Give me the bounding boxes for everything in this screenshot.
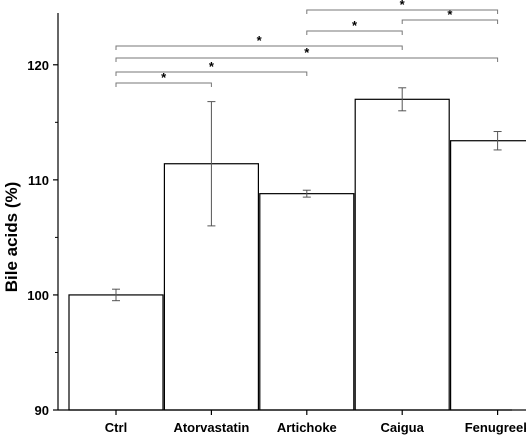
significance-bracket	[306, 30, 403, 35]
y-tick-label: 90	[35, 403, 49, 418]
significance-bracket	[306, 9, 499, 14]
y-axis-label: Bile acids (%)	[2, 182, 21, 293]
bar-ctrl	[68, 294, 164, 411]
significance-star: *	[209, 59, 215, 74]
significance-bracket	[115, 45, 403, 50]
significance-star: *	[304, 45, 310, 60]
significance-bracket	[115, 82, 212, 87]
y-tick-label: 110	[28, 173, 49, 188]
error-bars-group	[112, 87, 502, 302]
y-tick-label: 100	[27, 288, 49, 303]
x-tick-label: Fenugreek	[465, 420, 526, 435]
significance-bracket	[115, 71, 308, 76]
x-ticks-group: Ctrl Atorvastatin Artichoke Caigua Fenugreek	[105, 410, 526, 435]
significance-star: *	[447, 7, 453, 22]
x-tick-label: Artichoke	[277, 420, 337, 435]
significance-star: *	[257, 33, 263, 48]
bars-group	[68, 98, 526, 411]
significance-star: *	[161, 70, 167, 85]
bar-fenugreek	[450, 140, 526, 411]
significance-star: *	[352, 18, 358, 33]
y-tick-label: 120	[27, 58, 49, 73]
bar-artichoke	[259, 193, 355, 411]
y-ticks-group: 90 100 110 120	[27, 58, 58, 418]
x-tick-label: Caigua	[381, 420, 425, 435]
significance-bracket	[115, 57, 499, 62]
x-tick-label: Ctrl	[105, 420, 127, 435]
significance-bracket	[401, 19, 499, 24]
significance-star: *	[400, 0, 406, 12]
bar-caigua	[354, 98, 450, 411]
x-tick-label: Atorvastatin	[173, 420, 249, 435]
significance-brackets: * * * * * * *	[115, 0, 499, 87]
